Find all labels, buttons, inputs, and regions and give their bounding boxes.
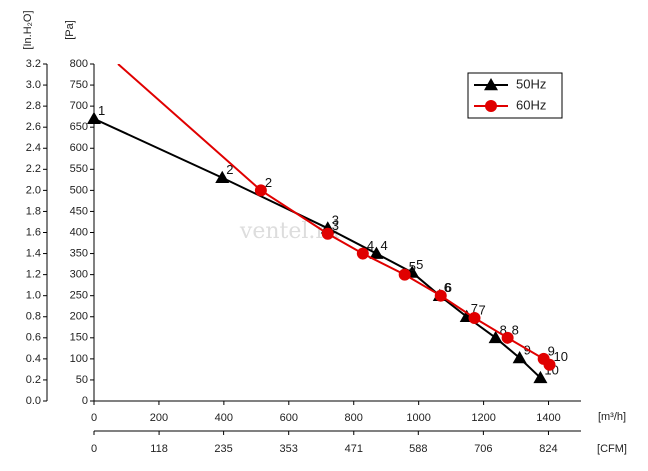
data-point — [533, 370, 548, 384]
x-tick-label: 200 — [150, 412, 168, 424]
point-label: 2 — [226, 162, 233, 177]
point-label: 6 — [444, 280, 451, 295]
y2-tick-label: 1.6 — [26, 226, 41, 238]
x2-tick-label: 118 — [150, 443, 168, 455]
y-tick-label: 400 — [70, 226, 88, 238]
x2-tick-label: 235 — [214, 443, 232, 455]
point-label: 3 — [332, 213, 339, 228]
point-label: 9 — [548, 343, 555, 358]
legend-label: 60Hz — [516, 97, 546, 112]
y2-tick-label: 0.4 — [26, 353, 41, 365]
x-tick-label: 400 — [215, 412, 233, 424]
y-tick-label: 150 — [70, 332, 88, 344]
point-label: 3 — [332, 218, 339, 233]
y-tick-label: 750 — [70, 79, 88, 91]
x2-tick-label: 353 — [280, 443, 298, 455]
x-tick-label: 800 — [345, 412, 363, 424]
legend-marker — [485, 100, 497, 112]
data-point — [398, 268, 411, 281]
x-tick-label: 0 — [91, 412, 97, 424]
data-point — [512, 351, 527, 364]
y-tick-label: 50 — [76, 374, 88, 386]
y-tick-label: 300 — [70, 269, 88, 281]
y2-tick-label: 1.8 — [26, 205, 41, 217]
legend-label: 50Hz — [516, 76, 546, 91]
x2-tick-label: 824 — [539, 443, 557, 455]
y-tick-label: 250 — [70, 290, 88, 302]
data-point — [488, 330, 503, 344]
data-point — [254, 184, 267, 197]
y-tick-label: 350 — [70, 247, 88, 259]
y2-tick-label: 2.0 — [26, 184, 41, 196]
y-tick-label: 800 — [70, 58, 88, 70]
y-tick-label: 100 — [70, 353, 88, 365]
point-label: 5 — [409, 259, 416, 274]
x-axis-label: [m³/h] — [598, 411, 626, 423]
point-label: 2 — [265, 175, 272, 190]
y2-tick-label: 3.0 — [26, 79, 41, 91]
series-line — [94, 117, 542, 379]
point-label: 8 — [500, 322, 507, 337]
data-point — [215, 170, 230, 183]
y-tick-label: 550 — [70, 163, 88, 175]
y-tick-label: 500 — [70, 184, 88, 196]
data-point — [543, 358, 556, 371]
data-point — [87, 111, 101, 125]
y2-tick-label: 0.2 — [26, 374, 41, 386]
data-point — [356, 247, 369, 260]
y2-tick-label: 2.6 — [26, 121, 41, 133]
x2-axis-label: [CFM] — [597, 443, 627, 455]
y-tick-label: 600 — [70, 142, 88, 154]
y2-tick-label: 0.0 — [26, 395, 41, 407]
point-label: 4 — [367, 238, 374, 253]
point-label: 7 — [479, 302, 486, 317]
point-label: 6 — [445, 280, 452, 295]
y-tick-label: 650 — [70, 121, 88, 133]
y2-tick-label: 0.6 — [26, 332, 41, 344]
y2-tick-label: 1.0 — [26, 290, 41, 302]
y2-tick-label: 2.2 — [26, 163, 41, 175]
point-label: 7 — [471, 301, 478, 316]
point-label: 1 — [98, 103, 105, 118]
x-tick-label: 1000 — [406, 412, 430, 424]
data-point — [434, 289, 447, 302]
data-point — [369, 246, 384, 259]
point-label: 4 — [380, 238, 387, 253]
y-axis-label: [Pa] — [64, 20, 76, 40]
x2-tick-label: 706 — [474, 443, 492, 455]
y2-tick-label: 1.2 — [26, 269, 41, 281]
data-point — [468, 312, 481, 325]
x-tick-label: 1400 — [536, 412, 560, 424]
y2-tick-label: 2.4 — [26, 142, 41, 154]
y2-tick-label: 1.4 — [26, 247, 41, 259]
y2-tick-label: 2.8 — [26, 100, 41, 112]
point-label: 8 — [512, 322, 519, 337]
x2-tick-label: 0 — [91, 443, 97, 455]
series-line — [117, 64, 551, 366]
x2-tick-label: 471 — [345, 443, 363, 455]
y-tick-label: 200 — [70, 311, 88, 323]
legend-marker — [484, 78, 498, 91]
y2-tick-label: 3.2 — [26, 58, 41, 70]
point-label: 10 — [554, 349, 568, 364]
y-tick-label: 0 — [82, 395, 88, 407]
x-tick-label: 1200 — [471, 412, 495, 424]
y-tick-label: 700 — [70, 100, 88, 112]
data-point — [321, 227, 334, 240]
y2-axis-label: [In.H₂O] — [22, 10, 34, 49]
x2-tick-label: 588 — [409, 443, 427, 455]
y-tick-label: 450 — [70, 205, 88, 217]
point-label: 5 — [416, 257, 423, 272]
legend-box — [467, 72, 563, 119]
x-tick-label: 600 — [280, 412, 298, 424]
data-point — [501, 331, 514, 344]
y2-tick-label: 0.8 — [26, 311, 41, 323]
